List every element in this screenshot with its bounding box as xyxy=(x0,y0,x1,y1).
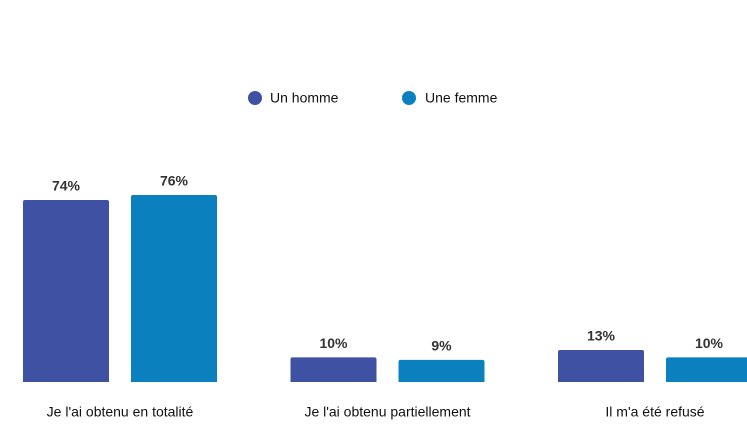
data-label: 74% xyxy=(52,178,81,194)
x-tick-label: Je l'ai obtenu en totalité xyxy=(47,404,194,420)
bar xyxy=(666,357,747,382)
bar xyxy=(290,357,377,382)
data-label: 76% xyxy=(160,173,189,189)
x-tick-label: Je l'ai obtenu partiellement xyxy=(304,404,470,420)
legend-swatch xyxy=(248,91,262,105)
data-label: 10% xyxy=(319,335,348,351)
bar xyxy=(398,359,485,382)
x-tick-label: Il m'a été refusé xyxy=(605,404,704,420)
legend-label: Une femme xyxy=(425,90,498,106)
bar xyxy=(23,199,109,382)
bar xyxy=(558,350,644,382)
legend-label: Un homme xyxy=(270,90,339,106)
data-label: 10% xyxy=(695,335,724,351)
data-label: 9% xyxy=(431,338,452,354)
bar xyxy=(131,195,217,382)
legend-swatch xyxy=(402,91,416,105)
data-label: 13% xyxy=(587,328,616,344)
